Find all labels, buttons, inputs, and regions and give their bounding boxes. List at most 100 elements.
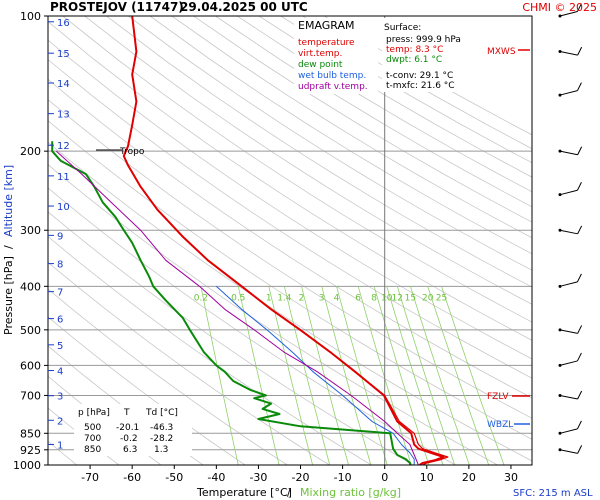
wbzl-label: WBZL [487,420,513,430]
mixing-ratio-label: 25 [436,293,447,303]
wind-barb-feather [576,3,582,12]
wind-barb-feather [577,146,583,155]
x-axis-label-mix: Mixing ratio [g/kg] [300,486,401,499]
pressure-tick-label: 600 [20,359,41,372]
datetime-title: 29.04.2025 00 UTC [180,0,308,14]
wind-barb-feather [576,420,582,430]
series-line [51,141,412,465]
wind-barb-feather [577,46,583,56]
table-cell: 6.3 [123,445,137,455]
table-cell: -28.2 [150,434,173,444]
table-cell: 1.3 [154,445,168,455]
wind-barbs [558,3,583,454]
altitude-tick-label: 11 [57,172,70,183]
altitude-tick-label: 1 [57,440,63,451]
legend-box [294,18,378,94]
dry-adiabat [48,78,532,399]
wind-barb [559,229,578,235]
wind-barb [559,428,578,434]
table-cell: 700 [84,434,101,444]
surface-box [382,18,468,92]
temperature-tick-label: -30 [249,471,267,484]
wind-barb [559,150,578,156]
surface-temp: temp: 8.3 °C [386,45,443,55]
legend-dew-point: dew point [298,60,343,70]
y-axis-separator: / [2,245,15,249]
mixing-ratio-line [410,286,470,465]
dry-adiabat [48,21,532,341]
mixing-ratio-label: 1.4 [277,293,292,303]
wind-barb-feather [577,390,583,400]
altitude-tick-label: 9 [57,231,63,242]
mixing-ratio-line [357,286,412,465]
wind-barb-dot [558,149,562,153]
altitude-tick-label: 12 [57,141,70,152]
tropo-label: Tropo [119,147,145,157]
temperature-tick-label: 0 [381,471,388,484]
wind-barb-feather [576,273,582,283]
wind-barb [559,90,578,96]
mixing-ratio-line [396,286,456,465]
legend-updraft: udpraft v.temp. [298,82,368,92]
wind-barb-dot [558,193,562,197]
wind-barb [559,329,578,334]
mixing-ratio-labels: 0.2 0.5 1 1.4 2 3 4 6 8 10 12 15 20 25 [194,293,447,303]
dry-adiabat [48,59,532,379]
pressure-tick-label: 925 [20,444,41,457]
credit: CHMI © 2025 [522,1,597,14]
wind-barb [559,189,578,196]
series-line [123,16,449,465]
temperature-tick-label: -70 [81,471,99,484]
mixing-ratio-line [427,286,490,465]
dry-adiabat [106,16,532,288]
altitude-tick-label: 6 [57,315,63,326]
surface-title: Surface: [384,23,421,33]
temperature-tick-label: -50 [165,471,183,484]
table-header-td: Td [°C] [145,408,178,418]
surface-tconv: t-conv: 29.1 °C [386,71,453,81]
pressure-tick-label: 100 [20,10,41,23]
altitude-tick-label: 2 [57,416,63,427]
altitude-tick-label: 7 [57,288,63,299]
dry-adiabat [84,16,532,305]
altitude-tick-label: 16 [57,18,70,29]
pressure-tick-label: 500 [20,324,41,337]
dry-adiabat [193,16,532,223]
x-axis-separator: / [287,486,291,499]
mixing-ratio-label: 0.2 [194,293,208,303]
wind-barb-dot [558,50,562,54]
dry-adiabat [48,39,532,360]
table-cell: -20.1 [116,423,139,433]
temperature-tick-label: -40 [207,471,225,484]
mixing-ratio-line [284,286,331,465]
wind-barb [559,394,578,400]
surface-press: press: 999.9 hPa [386,35,461,45]
wind-barb-feather [576,82,582,91]
pressure-ticks: 100 200 300 400 500 600 700 850 925 1000 [13,10,48,472]
altitude-tick-label: 5 [57,341,63,352]
wind-barb [559,360,578,366]
pressure-tick-label: 300 [20,224,41,237]
table-cell: -0.2 [120,434,138,444]
surface-tmxfc: t-mxfc: 21.6 °C [386,81,455,91]
mixing-ratio-label: 15 [405,293,416,303]
y-axis-label-altitude: Altitude [km] [2,165,15,237]
altitude-tick-label: 13 [57,110,70,121]
plot-frame [47,15,533,466]
mixing-ratio-label: 1 [266,293,272,303]
wind-barb [559,11,578,17]
altitude-tick-label: 15 [57,49,70,60]
temperature-tick-label: -20 [292,471,310,484]
mixing-ratio-line [200,286,239,465]
pressure-tick-label: 400 [20,280,41,293]
pressure-tick-label: 200 [20,145,41,158]
mixing-ratio-label: 12 [392,293,403,303]
temperature-tick-label: -60 [123,471,141,484]
table-cell: -46.3 [150,423,173,433]
mixing-ratio-label: 3 [319,293,325,303]
wind-barb-feather [576,352,582,362]
wind-barb-dot [558,431,562,435]
dry-adiabat [149,16,532,255]
temperature-tick-label: 30 [504,471,518,484]
